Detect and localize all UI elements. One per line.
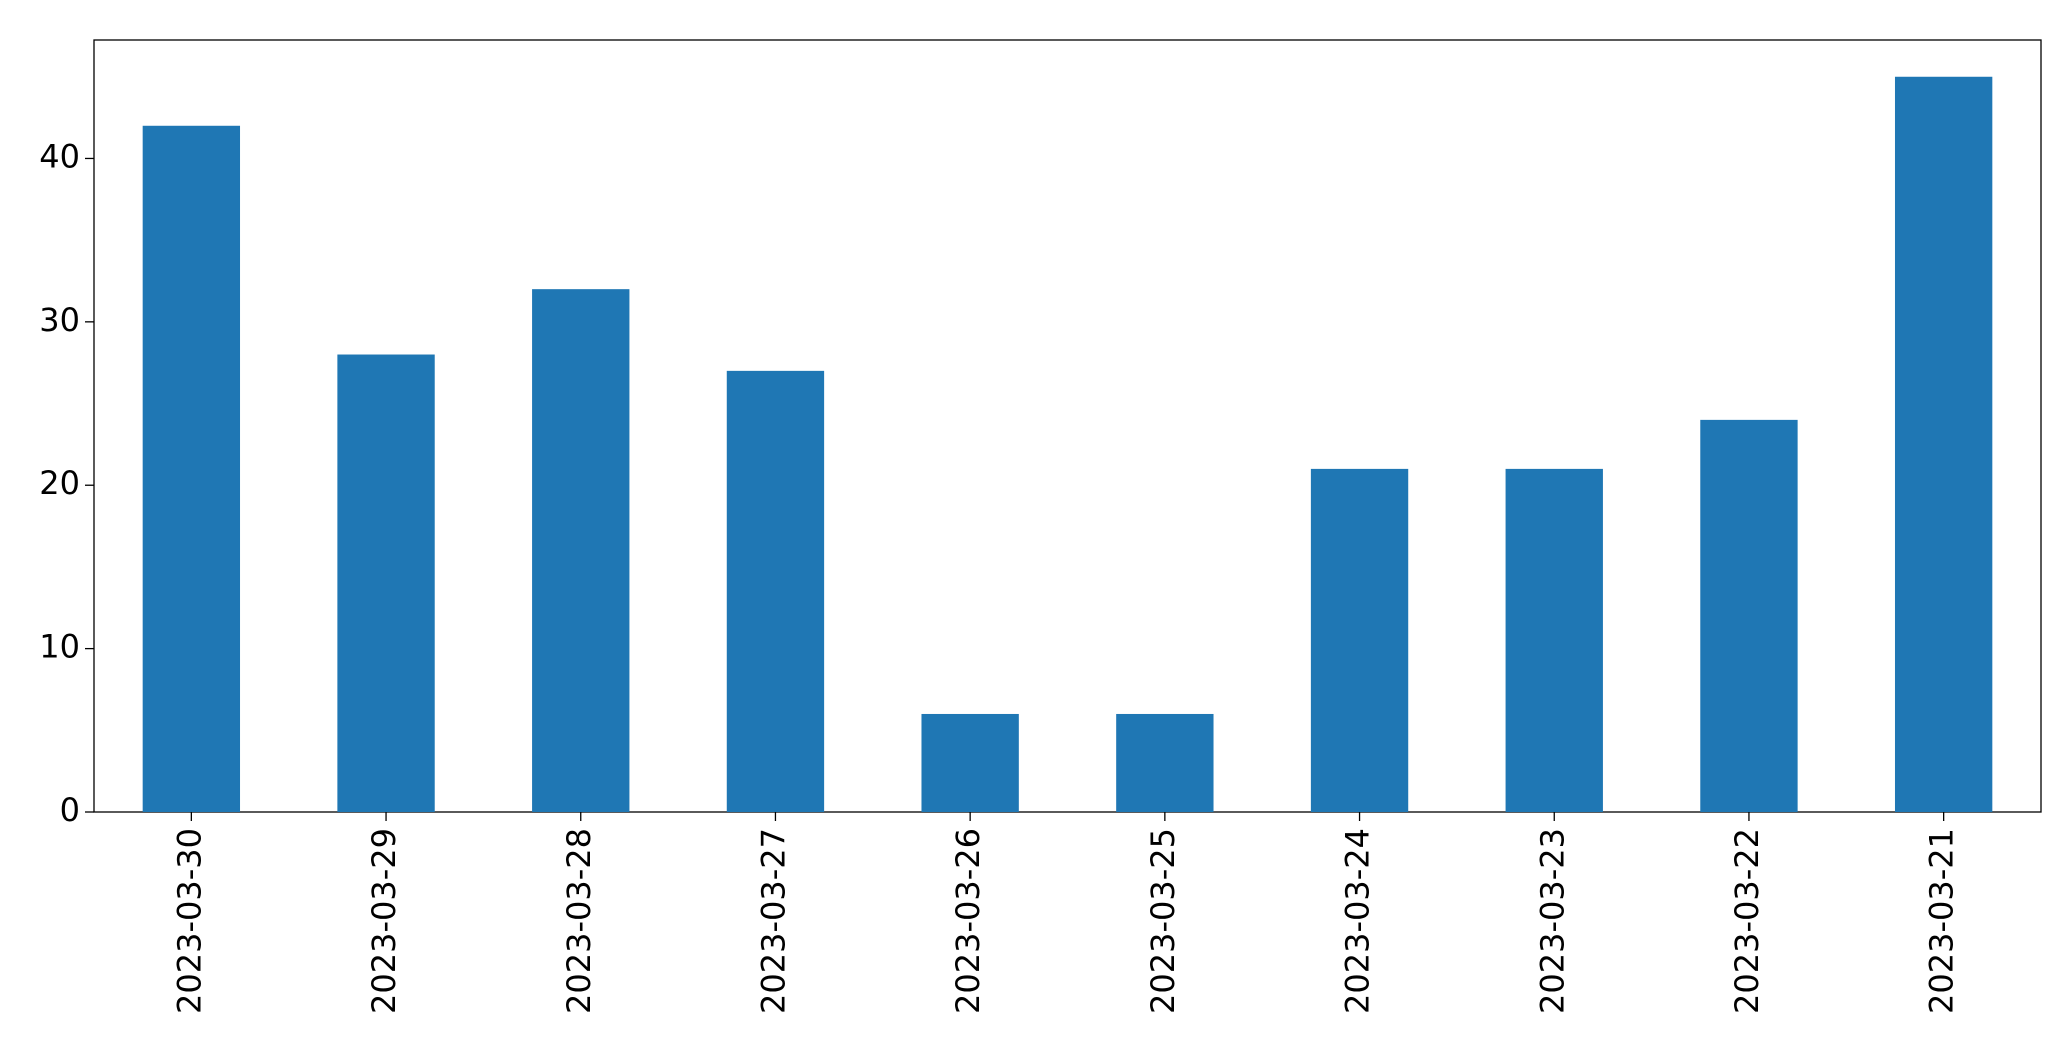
bar (1700, 419, 1798, 812)
bar (337, 354, 435, 812)
x-tick-label: 2023-03-27 (754, 828, 792, 1014)
y-tick-label: 0 (60, 791, 80, 829)
y-tick-label: 20 (39, 464, 80, 502)
x-tick-label: 2023-03-29 (365, 828, 403, 1014)
x-tick-label: 2023-03-26 (949, 828, 987, 1014)
bar (1116, 713, 1214, 812)
bar (1505, 468, 1603, 812)
bar (532, 289, 630, 812)
x-tick-label: 2023-03-23 (1533, 828, 1571, 1014)
y-tick-label: 40 (39, 137, 80, 175)
x-tick-label: 2023-03-30 (170, 828, 208, 1014)
x-tick-label: 2023-03-22 (1728, 828, 1766, 1014)
x-tick-label: 2023-03-21 (1923, 828, 1961, 1014)
y-tick-label: 10 (39, 628, 80, 666)
bar (1310, 468, 1409, 812)
bar (921, 713, 1019, 812)
x-tick-label: 2023-03-25 (1144, 828, 1182, 1014)
x-tick-label: 2023-03-28 (560, 828, 598, 1014)
plot-frame (93, 39, 2042, 813)
bar (726, 370, 825, 812)
x-tick-label: 2023-03-24 (1339, 828, 1377, 1014)
bar (1894, 76, 1993, 812)
bar (142, 125, 241, 813)
y-tick-label: 30 (39, 301, 80, 339)
